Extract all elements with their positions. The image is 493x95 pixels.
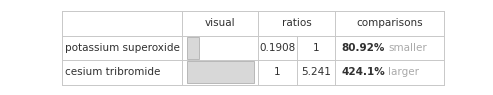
Text: larger: larger [388,67,420,77]
Text: 5.241: 5.241 [301,67,331,77]
Text: ratios: ratios [282,18,312,28]
Bar [186,37,199,59]
Text: 424.1%: 424.1% [342,67,386,77]
Text: 80.92%: 80.92% [342,43,385,53]
Text: comparisons: comparisons [356,18,423,28]
Text: visual: visual [205,18,236,28]
Text: 1: 1 [274,67,281,77]
Text: 1: 1 [313,43,319,53]
Text: potassium superoxide: potassium superoxide [66,43,180,53]
Text: 0.1908: 0.1908 [259,43,296,53]
Text: cesium tribromide: cesium tribromide [66,67,161,77]
Text: smaller: smaller [388,43,427,53]
Bar [186,61,254,83]
